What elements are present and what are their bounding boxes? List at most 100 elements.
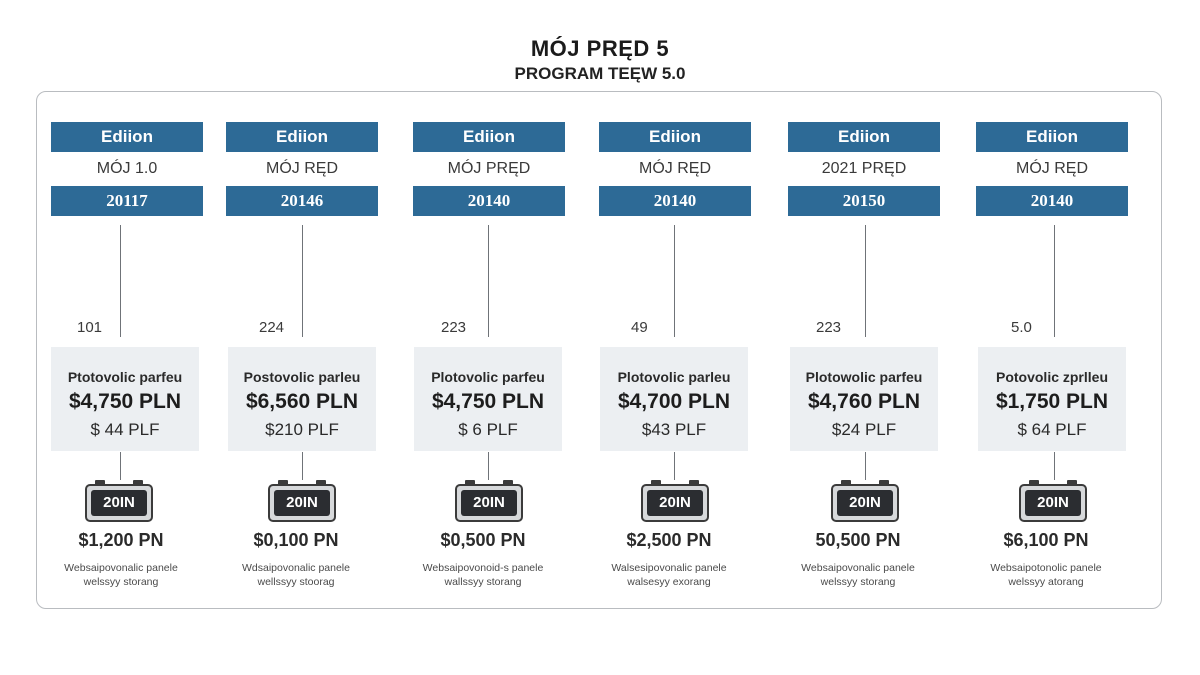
panel-label: Potovolic zprlleu [995, 369, 1108, 385]
battery-label: 20IN [647, 490, 703, 516]
panel-subprice: $24 PLF [831, 420, 897, 439]
edition-year: 20140 [976, 186, 1128, 216]
edition-year: 20146 [226, 186, 378, 216]
battery-icon: 20IN [268, 480, 336, 522]
edition-header: Ediion [226, 122, 378, 152]
panel-price: $6,560 PLN [245, 390, 359, 413]
edition-column: Ediion MÓJ RĘD 20140 5.0 Potovolic zprll… [976, 0, 1128, 600]
panel-price: $4,700 PLN [617, 390, 731, 413]
storage-price: $6,100 PN [1003, 530, 1089, 550]
edition-name: MÓJ RĘD [639, 160, 711, 177]
edition-column: Ediion 2021 PRĘD 20150 223 Plotowolic pa… [788, 0, 940, 600]
photovoltaic-panel-card: Plotovolic parleu $4,700 PLN $43 PLF [600, 347, 748, 451]
connector-line [120, 225, 121, 337]
panel-subprice: $ 44 PLF [90, 420, 160, 439]
storage-label-line: welssyy atorang [1008, 576, 1084, 588]
panel-subprice: $210 PLF [265, 420, 339, 439]
edition-column: Ediion MÓJ 1.0 20117 101 Ptotovolic parf… [51, 0, 203, 600]
storage-label-line: welssyy storang [83, 576, 159, 588]
edition-year: 20117 [51, 186, 203, 216]
edition-name: 2021 PRĘD [821, 160, 907, 177]
panel-price: $4,760 PLN [807, 390, 921, 413]
battery-icon: 20IN [85, 480, 153, 522]
connector-line [1054, 225, 1055, 337]
storage-price: $0,500 PN [440, 530, 526, 550]
connector-line [302, 225, 303, 337]
edition-year: 20140 [599, 186, 751, 216]
panel-label: Plotovolic parfeu [431, 369, 545, 385]
edition-column: Ediion MÓJ RĘD 20146 224 Postovolic parl… [226, 0, 378, 600]
storage-label: Websaipotonolic panele welssyy atorang [966, 561, 1126, 589]
storage-label-line: walsesyy exorang [627, 576, 711, 588]
photovoltaic-panel-card: Plotovolic parfeu $4,750 PLN $ 6 PLF [414, 347, 562, 451]
page-subtitle: PROGRAM TEĘW 5.0 [514, 64, 686, 83]
edition-column: Ediion MÓJ RĘD 20140 49 Plotovolic parle… [599, 0, 751, 600]
edition-name: MÓJ RĘD [266, 160, 338, 177]
connector-line [674, 452, 675, 480]
edition-count: 101 [77, 319, 103, 336]
photovoltaic-panel-card: Plotowolic parfeu $4,760 PLN $24 PLF [790, 347, 938, 451]
panel-price: $1,750 PLN [995, 390, 1109, 413]
storage-price: $1,200 PN [78, 530, 164, 550]
battery-label: 20IN [1025, 490, 1081, 516]
edition-year: 20150 [788, 186, 940, 216]
edition-count: 224 [259, 319, 285, 336]
edition-header: Ediion [788, 122, 940, 152]
connector-line [488, 452, 489, 480]
edition-header: Ediion [51, 122, 203, 152]
battery-icon: 20IN [641, 480, 709, 522]
storage-label: Websaipovonalic panele welssyy storang [778, 561, 938, 589]
edition-count: 49 [631, 319, 648, 336]
storage-label: Wdsaipovonalic panele wellssyy stoorag [216, 561, 376, 589]
storage-label-line: Websaipovonoid-s panele [422, 562, 544, 574]
edition-header: Ediion [413, 122, 565, 152]
connector-line [865, 225, 866, 337]
connector-line [1054, 452, 1055, 480]
edition-name: MÓJ 1.0 [96, 160, 158, 177]
battery-label: 20IN [461, 490, 517, 516]
panel-price: $4,750 PLN [431, 390, 545, 413]
diagram-frame [36, 91, 1162, 609]
edition-header: Ediion [599, 122, 751, 152]
panel-label: Plotovolic parleu [617, 369, 731, 385]
storage-price: $0,100 PN [253, 530, 339, 550]
storage-label: Websaipovonoid-s panele wallssyy storang [403, 561, 563, 589]
edition-count: 223 [441, 319, 467, 336]
panel-subprice: $ 64 PLF [1017, 420, 1087, 439]
connector-line [120, 452, 121, 480]
storage-label: Walsesipovonalic panele walsesyy exorang [589, 561, 749, 589]
photovoltaic-panel-card: Postovolic parleu $6,560 PLN $210 PLF [228, 347, 376, 451]
battery-label: 20IN [274, 490, 330, 516]
storage-label: Websaipovonalic panele welssyy storang [41, 561, 201, 589]
edition-count: 5.0 [1011, 319, 1032, 336]
edition-column: Ediion MÓJ PRĘD 20140 223 Plotovolic par… [413, 0, 565, 600]
panel-label: Ptotovolic parfeu [67, 369, 183, 385]
storage-label-line: Walsesipovonalic panele [611, 562, 727, 574]
battery-label: 20IN [837, 490, 893, 516]
connector-line [488, 225, 489, 337]
storage-label-line: Wdsaipovonalic panele [242, 562, 350, 574]
edition-name: MÓJ RĘD [1016, 160, 1088, 177]
connector-line [865, 452, 866, 480]
storage-price: 50,500 PN [815, 530, 901, 550]
connector-line [674, 225, 675, 337]
page-title: MÓJ PRĘD 5 [530, 36, 670, 61]
storage-label-line: Websaipovonalic panele [801, 562, 915, 574]
storage-label-line: wellssyy stoorag [257, 576, 335, 588]
panel-subprice: $ 6 PLF [458, 420, 518, 439]
panel-subprice: $43 PLF [641, 420, 707, 439]
connector-line [302, 452, 303, 480]
storage-label-line: Websaipotonolic panele [990, 562, 1102, 574]
storage-price: $2,500 PN [626, 530, 712, 550]
edition-name: MÓJ PRĘD [447, 160, 531, 177]
edition-count: 223 [816, 319, 842, 336]
panel-label: Plotowolic parfeu [805, 369, 923, 385]
edition-header: Ediion [976, 122, 1128, 152]
storage-label-line: Websaipovonalic panele [64, 562, 178, 574]
photovoltaic-panel-card: Potovolic zprlleu $1,750 PLN $ 64 PLF [978, 347, 1126, 451]
edition-year: 20140 [413, 186, 565, 216]
battery-icon: 20IN [1019, 480, 1087, 522]
storage-label-line: wallssyy storang [444, 576, 522, 588]
storage-label-line: welssyy storang [820, 576, 896, 588]
battery-label: 20IN [91, 490, 147, 516]
